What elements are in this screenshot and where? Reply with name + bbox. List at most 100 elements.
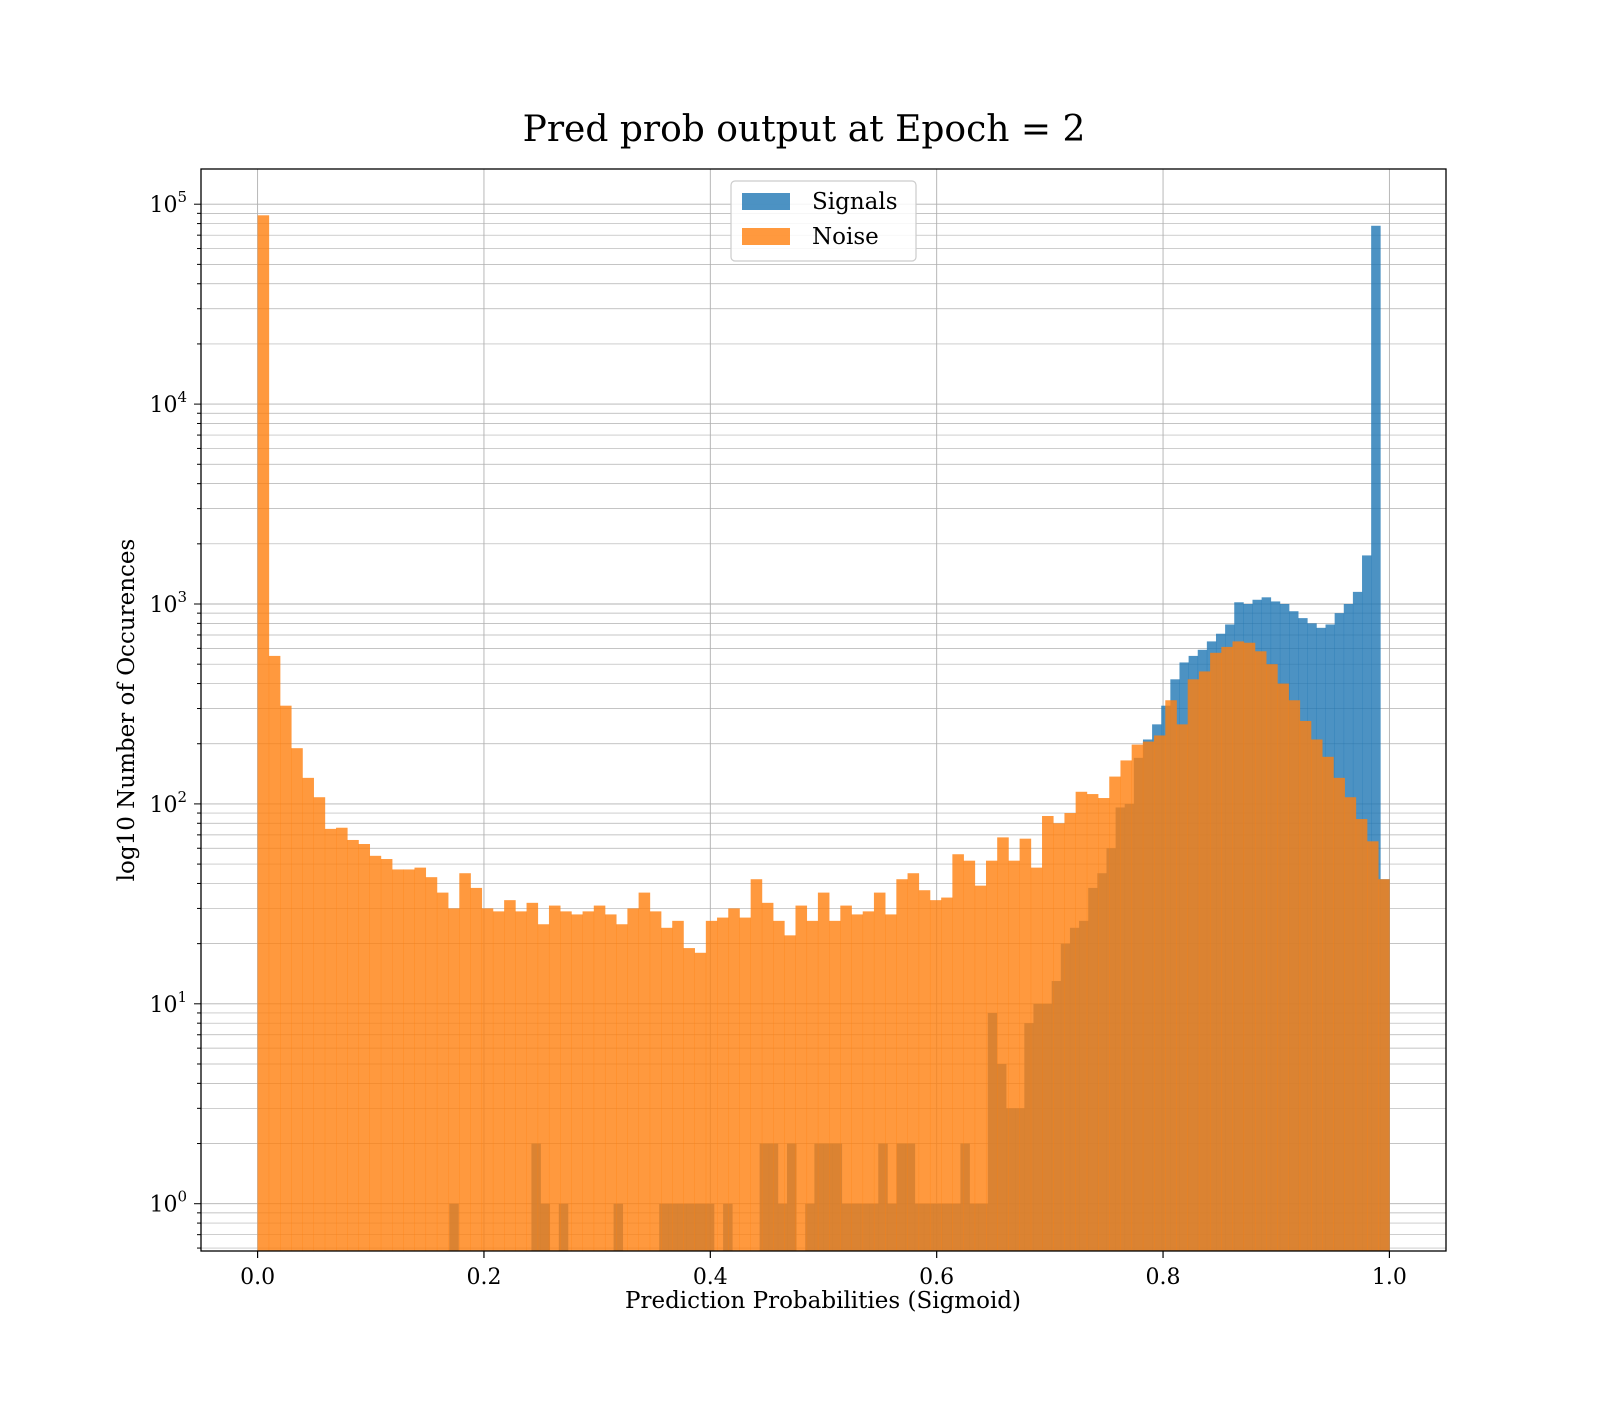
noise-bar <box>302 777 314 1251</box>
noise-bar <box>1378 879 1390 1251</box>
noise-bar <box>380 859 393 1251</box>
noise-bar <box>1075 791 1088 1251</box>
legend-label-noise: Noise <box>812 224 879 250</box>
y-axis-label: log10 Number of Occurences <box>114 539 140 882</box>
y-tick-label: 102 <box>149 788 187 818</box>
noise-bar <box>974 885 987 1251</box>
plot-frame <box>200 168 1447 1252</box>
x-tick-label: 0.6 <box>919 1265 954 1290</box>
noise-bar <box>1176 724 1189 1251</box>
y-tick-label: 104 <box>149 388 187 418</box>
noise-bar <box>750 879 763 1251</box>
noise-bar <box>1210 652 1222 1251</box>
noise-bar <box>1232 641 1245 1251</box>
noise-bar <box>1221 646 1233 1251</box>
noise-bar <box>1310 739 1323 1251</box>
noise-bar <box>1042 815 1054 1251</box>
noise-bar <box>1098 798 1110 1251</box>
noise-bar <box>537 924 550 1251</box>
noise-bar <box>985 860 998 1251</box>
noise-bar <box>929 900 942 1251</box>
noise-bar <box>952 854 964 1251</box>
noise-bar <box>392 869 404 1251</box>
noise-bar <box>941 897 953 1251</box>
noise-bar <box>1198 671 1211 1251</box>
noise-bar <box>616 924 628 1251</box>
noise-bar <box>369 855 382 1251</box>
noise-bar <box>1288 700 1301 1251</box>
y-tick-label: 100 <box>149 1188 187 1218</box>
x-tick-label: 0.0 <box>240 1265 275 1290</box>
noise-bar <box>717 917 729 1251</box>
noise-bar <box>560 911 572 1251</box>
noise-bar <box>257 215 270 1251</box>
noise-bar <box>1333 777 1345 1251</box>
noise-bar <box>728 908 740 1251</box>
noise-bar <box>1142 741 1155 1251</box>
noise-bar <box>1277 683 1289 1251</box>
noise-bar <box>896 879 908 1251</box>
noise-bar <box>1053 823 1065 1251</box>
noise-bar <box>661 927 673 1251</box>
x-tick-label: 0.8 <box>1146 1265 1181 1290</box>
x-tick-label: 0.2 <box>466 1265 501 1290</box>
noise-bar <box>683 948 695 1251</box>
noise-bar <box>515 911 527 1251</box>
noise-bar <box>403 869 415 1251</box>
legend-swatch-signals <box>742 193 790 210</box>
noise-bar <box>1187 679 1200 1251</box>
signals-bar <box>1371 225 1381 1252</box>
noise-bar <box>1030 867 1043 1251</box>
legend-swatch-noise <box>742 228 790 245</box>
noise-bar <box>425 877 438 1251</box>
noise-bar <box>268 655 281 1251</box>
noise-bar <box>851 914 864 1251</box>
noise-bar <box>649 911 662 1251</box>
noise-bar <box>1266 664 1278 1251</box>
legend: Signals Noise <box>730 180 917 262</box>
noise-bar <box>358 844 371 1251</box>
noise-bar <box>526 902 539 1251</box>
noise-bar <box>795 905 808 1251</box>
noise-bar <box>638 892 651 1251</box>
noise-bar <box>1008 860 1020 1251</box>
noise-bar <box>1086 794 1099 1251</box>
noise-bar <box>862 911 875 1251</box>
noise-bar <box>291 748 303 1251</box>
noise-bar <box>1243 642 1256 1251</box>
noise-bar <box>604 914 617 1251</box>
chart-title: Pred prob output at Epoch = 2 <box>523 109 1086 150</box>
noise-bar <box>414 867 427 1251</box>
noise-bar <box>672 920 684 1251</box>
noise-bar <box>470 887 483 1251</box>
noise-bar <box>739 917 752 1251</box>
noise-bar <box>1355 819 1368 1251</box>
noise-bar <box>1131 744 1144 1251</box>
noise-bar <box>907 873 920 1251</box>
noise-bar <box>840 905 852 1251</box>
noise-bar <box>1154 735 1166 1251</box>
noise-bar <box>1019 838 1032 1251</box>
noise-bar <box>1366 841 1379 1251</box>
noise-bar <box>1254 651 1267 1251</box>
legend-label-signals: Signals <box>812 189 898 215</box>
y-tick-label: 103 <box>149 588 187 618</box>
noise-bar <box>829 920 841 1251</box>
noise-bar <box>593 905 606 1251</box>
x-tick-label: 1.0 <box>1372 1265 1407 1290</box>
noise-bar <box>694 952 707 1251</box>
noise-bar <box>918 890 931 1251</box>
noise-bar <box>336 827 348 1251</box>
noise-bar <box>997 837 1009 1251</box>
noise-bar <box>773 920 785 1251</box>
noise-bar <box>459 873 471 1251</box>
y-tick-label: 105 <box>149 188 187 218</box>
x-axis-label: Prediction Probabilities (Sigmoid) <box>625 1288 1021 1314</box>
noise-bar <box>627 908 639 1251</box>
noise-bar <box>582 911 595 1251</box>
noise-bar <box>963 860 976 1251</box>
x-axis-ticks: 0.0 0.2 0.4 0.6 0.8 1.0 <box>240 1251 1407 1290</box>
noise-bar <box>784 935 796 1251</box>
